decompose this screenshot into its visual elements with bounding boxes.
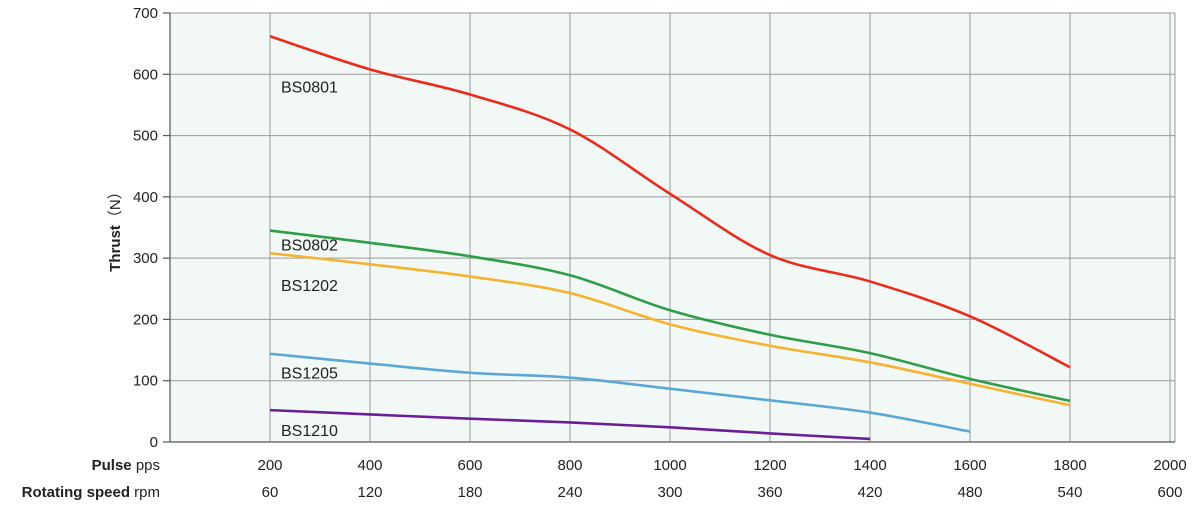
y-tick-label: 200 (133, 311, 158, 328)
series-line-bs0802 (269, 229, 1071, 403)
x-tick-label-pulse: 1000 (653, 457, 686, 474)
x-tick-label-pulse: 600 (457, 457, 482, 474)
y-tick-label: 400 (133, 189, 158, 206)
x-tick-label-pulse: 400 (357, 457, 382, 474)
series-label-bs1210: BS1210 (281, 423, 338, 440)
series-line-bs1202 (269, 251, 1071, 407)
x-tick-label-pulse: 1400 (853, 457, 886, 474)
series-label-bs1205: BS1205 (281, 366, 338, 383)
x-tick-label-rpm: 60 (262, 484, 279, 501)
x-tick-label-rpm: 480 (957, 484, 982, 501)
x-tick-label-rpm: 600 (1157, 484, 1182, 501)
x-tick-label-rpm: 420 (857, 484, 882, 501)
y-tick-label: 500 (133, 128, 158, 145)
x-tick-label-pulse: 1600 (953, 457, 986, 474)
series-line-bs1205 (269, 352, 971, 433)
x-tick-label-pulse: 200 (257, 457, 282, 474)
x-tick-label-rpm: 240 (557, 484, 582, 501)
series-label-bs0802: BS0802 (281, 238, 338, 255)
y-tick-label: 700 (133, 5, 158, 22)
series-line-bs1210 (269, 408, 871, 441)
y-tick-label: 300 (133, 250, 158, 267)
x-tick-label-pulse: 2000 (1153, 457, 1186, 474)
y-tick-label: 600 (133, 66, 158, 83)
x-tick-label-pulse: 800 (557, 457, 582, 474)
x-tick-label-pulse: 1800 (1053, 457, 1086, 474)
x-tick-label-rpm: 120 (357, 484, 382, 501)
series-line-bs0801 (269, 35, 1071, 369)
y-axis-title: Thrust（N） (107, 184, 124, 272)
series-label-bs1202: BS1202 (281, 278, 338, 295)
plot-area (170, 13, 1175, 442)
x-tick-label-rpm: 180 (457, 484, 482, 501)
x-axis-title-pulse: Pulse pps (92, 457, 160, 474)
series-label-bs0801: BS0801 (281, 79, 338, 96)
x-tick-label-rpm: 300 (657, 484, 682, 501)
x-tick-label-rpm: 360 (757, 484, 782, 501)
x-axis-title-rpm: Rotating speed rpm (22, 484, 160, 501)
x-tick-label-pulse: 1200 (753, 457, 786, 474)
y-tick-label: 0 (150, 434, 158, 451)
x-tick-label-rpm: 540 (1057, 484, 1082, 501)
y-tick-label: 100 (133, 373, 158, 390)
